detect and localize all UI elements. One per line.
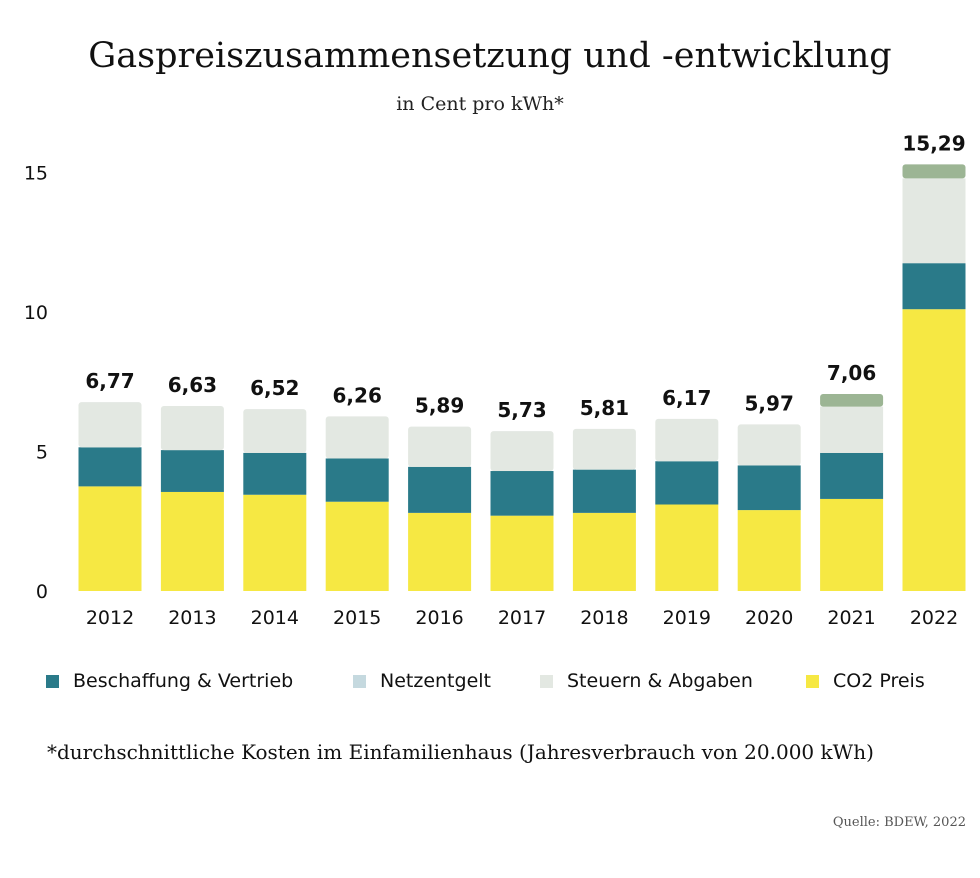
y-tick-label-15: 15 bbox=[24, 163, 48, 185]
total-label-2012: 6,77 bbox=[85, 369, 134, 393]
bar-segment-beschaffung-2013 bbox=[160, 450, 224, 492]
bar-segment-co2-2017 bbox=[490, 515, 554, 591]
bar-segment-steuern-2018 bbox=[572, 428, 636, 470]
bar-2018 bbox=[572, 428, 636, 591]
y-tick-label-0: 0 bbox=[36, 581, 48, 603]
legend-label-beschaffung: Beschaffung & Vertrieb bbox=[73, 670, 294, 692]
x-tick-label-2013: 2013 bbox=[168, 607, 216, 629]
total-label-2014: 6,52 bbox=[250, 376, 299, 400]
x-tick-label-2012: 2012 bbox=[86, 607, 134, 629]
bar-segment-co2-2012 bbox=[78, 486, 142, 591]
bar-2020 bbox=[737, 424, 801, 591]
bar-segment-top-2022 bbox=[902, 164, 966, 179]
bar-segment-co2-2014 bbox=[243, 494, 307, 591]
bar-segment-steuern-2016 bbox=[408, 426, 472, 467]
bar-segment-steuern-2013 bbox=[160, 406, 224, 451]
chart-subtitle: in Cent pro kWh* bbox=[396, 93, 564, 115]
total-label-2015: 6,26 bbox=[333, 383, 382, 407]
bar-segment-co2-2022 bbox=[902, 309, 966, 591]
legend-item-co2: CO2 Preis bbox=[806, 670, 925, 692]
bar-segment-co2-2016 bbox=[408, 512, 472, 591]
x-tick-label-2018: 2018 bbox=[580, 607, 628, 629]
bar-segment-steuern-2021 bbox=[820, 406, 884, 453]
x-tick-label-2021: 2021 bbox=[827, 607, 875, 629]
bar-segment-beschaffung-2016 bbox=[408, 466, 472, 513]
total-label-2016: 5,89 bbox=[415, 394, 464, 418]
x-tick-label-2020: 2020 bbox=[745, 607, 793, 629]
bar-2012 bbox=[78, 402, 142, 591]
bar-segment-beschaffung-2021 bbox=[820, 452, 884, 499]
bar-2016 bbox=[408, 426, 472, 591]
x-tick-label-2017: 2017 bbox=[498, 607, 546, 629]
bar-segment-beschaffung-2014 bbox=[243, 452, 307, 495]
total-label-2019: 6,17 bbox=[662, 386, 711, 410]
total-label-2021: 7,06 bbox=[827, 361, 876, 385]
x-tick-label-2016: 2016 bbox=[415, 607, 463, 629]
bar-segment-steuern-2017 bbox=[490, 431, 554, 472]
bar-segment-co2-2021 bbox=[820, 498, 884, 591]
y-tick-label-5: 5 bbox=[36, 442, 48, 464]
bar-segment-steuern-2019 bbox=[655, 418, 719, 462]
bar-segment-co2-2020 bbox=[737, 510, 801, 591]
bar-segment-beschaffung-2019 bbox=[655, 461, 719, 505]
legend-item-steuern: Steuern & Abgaben bbox=[540, 670, 753, 692]
source-note: Quelle: BDEW, 2022 bbox=[832, 815, 966, 830]
bar-2013 bbox=[160, 406, 224, 591]
total-label-2020: 5,97 bbox=[745, 391, 794, 415]
bar-segment-co2-2013 bbox=[160, 491, 224, 591]
bar-segment-beschaffung-2020 bbox=[737, 465, 801, 511]
bar-segment-steuern-2012 bbox=[78, 402, 142, 448]
bar-2021 bbox=[820, 394, 884, 591]
bar-segment-steuern-2014 bbox=[243, 409, 307, 453]
bar-segment-co2-2015 bbox=[325, 501, 389, 591]
bar-segment-beschaffung-2018 bbox=[572, 469, 636, 513]
bar-segment-steuern-2020 bbox=[737, 424, 801, 466]
y-tick-label-10: 10 bbox=[24, 302, 48, 324]
total-label-2022: 15,29 bbox=[902, 131, 965, 155]
legend-swatch-steuern bbox=[540, 674, 553, 688]
legend-label-steuern: Steuern & Abgaben bbox=[567, 670, 753, 692]
bar-segment-steuern-2022 bbox=[902, 178, 966, 264]
bar-2017 bbox=[490, 431, 554, 591]
legend-label-netzentgelt: Netzentgelt bbox=[380, 670, 491, 692]
legend-item-beschaffung: Beschaffung & Vertrieb bbox=[46, 670, 293, 692]
bar-segment-co2-2019 bbox=[655, 504, 719, 591]
legend-swatch-beschaffung bbox=[46, 674, 59, 688]
total-label-2013: 6,63 bbox=[168, 373, 217, 397]
bar-2019 bbox=[655, 418, 719, 591]
legend-swatch-co2 bbox=[806, 674, 819, 688]
legend-swatch-netzentgelt bbox=[353, 674, 366, 688]
bar-segment-steuern-2015 bbox=[325, 416, 389, 459]
bar-segment-beschaffung-2022 bbox=[902, 263, 966, 310]
legend-item-netzentgelt: Netzentgelt bbox=[353, 670, 491, 692]
footnote: *durchschnittliche Kosten im Einfamilien… bbox=[47, 740, 874, 764]
bar-2014 bbox=[243, 409, 307, 591]
x-tick-label-2019: 2019 bbox=[663, 607, 711, 629]
bar-segment-beschaffung-2012 bbox=[78, 447, 142, 487]
bar-2022 bbox=[902, 164, 966, 591]
legend: Beschaffung & Vertrieb Netzentgelt Steue… bbox=[46, 670, 976, 700]
chart-title: Gaspreiszusammensetzung und -entwicklung bbox=[88, 36, 892, 76]
bar-2015 bbox=[325, 416, 389, 591]
bar-segment-co2-2018 bbox=[572, 512, 636, 591]
bar-segment-beschaffung-2015 bbox=[325, 458, 389, 502]
x-tick-label-2022: 2022 bbox=[910, 607, 958, 629]
total-label-2017: 5,73 bbox=[497, 398, 546, 422]
stacked-bar-chart: 0 5 10 15 6,77 2012 6,63 2013 6,52 2014 6,26 2015 5,… bbox=[24, 131, 966, 629]
x-tick-label-2014: 2014 bbox=[251, 607, 299, 629]
legend-label-co2: CO2 Preis bbox=[833, 670, 925, 692]
bar-segment-top-2021 bbox=[820, 394, 884, 407]
x-tick-label-2015: 2015 bbox=[333, 607, 381, 629]
bar-segment-beschaffung-2017 bbox=[490, 471, 554, 516]
total-label-2018: 5,81 bbox=[580, 396, 629, 420]
